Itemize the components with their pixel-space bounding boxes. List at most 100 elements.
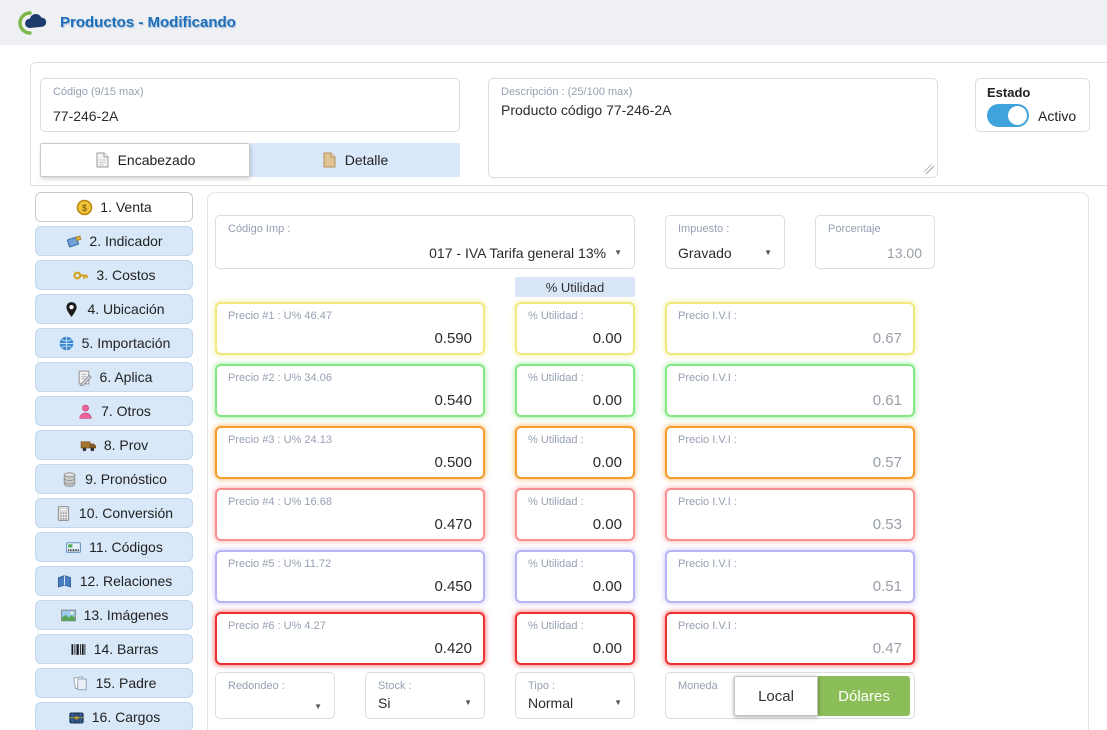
sidebar-item-6[interactable]: 6. Aplica [35,362,193,392]
toggle-knob [1008,106,1027,125]
tipo-value: Normal [528,695,574,711]
codigo-field[interactable]: Código (9/15 max) 77-246-2A [40,78,460,132]
codigo-label: Código (9/15 max) [53,86,144,98]
tipo-label: Tipo : [528,680,556,692]
sidebar-item-5[interactable]: 5. Importación [35,328,193,358]
precio-field[interactable]: Precio #3 : U% 24.13 0.500 [215,426,485,479]
redondeo-select[interactable]: Redondeo : ▼ [215,672,335,719]
book-icon [56,573,73,590]
sidebar-item-4[interactable]: 4. Ubicación [35,294,193,324]
precio-label: Precio #5 : U% 11.72 [228,558,332,570]
tipo-select[interactable]: Tipo : Normal ▼ [515,672,635,719]
utilidad-value: 0.00 [592,640,622,657]
utilidad-value: 0.00 [592,578,622,595]
estado-toggle[interactable] [987,104,1029,127]
sidebar-item-label: 8. Prov [103,437,149,453]
cloud-logo-icon [18,10,47,35]
codigo-imp-label: Código Imp : [228,223,291,235]
precio-ivi-field[interactable]: Precio I.V.I : 0.47 [665,612,915,665]
sidebar-item-label: 12. Relaciones [79,573,173,589]
sidebar-item-10[interactable]: 10. Conversión [35,498,193,528]
utilidad-field[interactable]: % Utilidad : 0.00 [515,488,635,541]
precio-label: Precio #2 : U% 34.06 [228,372,332,384]
sidebar-item-12[interactable]: 12. Relaciones [35,566,193,596]
sidebar-item-15[interactable]: 15. Padre [35,668,193,698]
utilidad-field[interactable]: % Utilidad : 0.00 [515,612,635,665]
sidebar-item-2[interactable]: 2. Indicador [35,226,193,256]
precio-ivi-field[interactable]: Precio I.V.I : 0.67 [665,302,915,355]
sidebar-item-14[interactable]: 14. Barras [35,634,193,664]
document-icon [96,152,109,168]
descripcion-value: Producto código 77-246-2A [501,102,672,118]
sidebar-item-11[interactable]: 11. Códigos [35,532,193,562]
impuesto-select[interactable]: Impuesto : Gravado ▼ [665,215,785,269]
impuesto-label: Impuesto : [678,223,730,235]
sidebar-item-label: 3. Costos [96,267,156,283]
tab-encabezado[interactable]: Encabezado [40,143,250,177]
stock-select[interactable]: Stock : Si ▼ [365,672,485,719]
svg-text:$: $ [82,203,87,213]
utilidad-value: 0.00 [592,392,622,409]
sidebar-item-13[interactable]: 13. Imágenes [35,600,193,630]
precio-field[interactable]: Precio #1 : U% 46.47 0.590 [215,302,485,355]
precio-ivi-value: 0.61 [872,392,902,409]
coin-icon: $ [76,199,93,216]
sidebar-item-label: 11. Códigos [89,539,163,555]
estado-value: Activo [1038,107,1077,124]
precio-ivi-field[interactable]: Precio I.V.I : 0.53 [665,488,915,541]
dolares-button[interactable]: Dólares [818,676,910,716]
price-row-3: Precio #3 : U% 24.13 0.500 % Utilidad : … [215,426,915,479]
utilidad-field[interactable]: % Utilidad : 0.00 [515,426,635,479]
tab-detalle[interactable]: Detalle [250,143,460,177]
precio-field[interactable]: Precio #4 : U% 16.68 0.470 [215,488,485,541]
local-button[interactable]: Local [734,676,818,716]
key-icon [72,267,89,284]
utilidad-value: 0.00 [592,516,622,533]
precio-ivi-field[interactable]: Precio I.V.I : 0.51 [665,550,915,603]
price-rows: Precio #1 : U% 46.47 0.590 % Utilidad : … [215,302,915,674]
sidebar-item-label: 6. Aplica [99,369,153,385]
image-icon [60,607,77,624]
sidebar-item-label: 13. Imágenes [83,607,169,623]
precio-ivi-value: 0.67 [872,330,902,347]
document-tan-icon [323,152,336,168]
porcentaje-field[interactable]: Porcentaje 13.00 [815,215,935,269]
sidebar-item-3[interactable]: 3. Costos [35,260,193,290]
codigo-imp-select[interactable]: Código Imp : 017 - IVA Tarifa general 13… [215,215,635,269]
precio-ivi-field[interactable]: Precio I.V.I : 0.61 [665,364,915,417]
sidebar-item-9[interactable]: 9. Pronóstico [35,464,193,494]
sidebar-item-label: 9. Pronóstico [85,471,167,487]
sidebar-item-16[interactable]: 16. Cargos [35,702,193,730]
utilidad-field[interactable]: % Utilidad : 0.00 [515,550,635,603]
price-tag-icon [65,233,82,250]
precio-label: Precio #6 : U% 4.27 [228,620,326,632]
chevron-down-icon: ▼ [614,248,622,257]
utilidad-field[interactable]: % Utilidad : 0.00 [515,302,635,355]
precio-ivi-label: Precio I.V.I : [678,558,737,570]
precio-value: 0.420 [434,640,472,657]
precio-label: Precio #4 : U% 16.68 [228,496,332,508]
tab-encabezado-label: Encabezado [117,152,196,168]
precio-ivi-label: Precio I.V.I : [678,620,737,632]
sidebar-item-label: 4. Ubicación [87,301,165,317]
sidebar-item-label: 10. Conversión [78,505,174,521]
codigo-imp-value: 017 - IVA Tarifa general 13% [429,245,607,261]
sidebar-item-7[interactable]: 7. Otros [35,396,193,426]
sidebar-item-8[interactable]: 8. Prov [35,430,193,460]
precio-field[interactable]: Precio #6 : U% 4.27 0.420 [215,612,485,665]
resize-grip-icon[interactable] [924,164,934,174]
database-icon [61,471,78,488]
tab-detalle-label: Detalle [344,152,389,168]
porcentaje-value: 13.00 [886,245,922,261]
estado-label: Estado [987,85,1031,100]
utilidad-field[interactable]: % Utilidad : 0.00 [515,364,635,417]
codigo-value: 77-246-2A [53,108,119,124]
sidebar-item-1[interactable]: $ 1. Venta [35,192,193,222]
chest-icon [68,709,85,726]
code-card-icon [65,539,82,556]
estado-card: Estado Activo [975,78,1090,132]
descripcion-field[interactable]: Descripción : (25/100 max) Producto códi… [488,78,938,178]
precio-field[interactable]: Precio #2 : U% 34.06 0.540 [215,364,485,417]
precio-field[interactable]: Precio #5 : U% 11.72 0.450 [215,550,485,603]
precio-ivi-field[interactable]: Precio I.V.I : 0.57 [665,426,915,479]
